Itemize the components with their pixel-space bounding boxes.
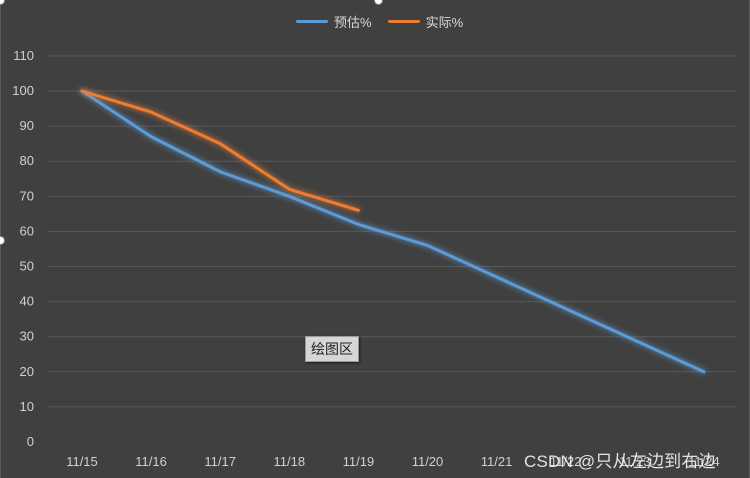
legend-item-estimate: 预估% (296, 12, 372, 31)
x-tick-label: 11/15 (66, 454, 98, 469)
y-tick-label: 100 (12, 83, 34, 98)
legend: 预估% 实际% (296, 12, 463, 31)
y-tick-label: 40 (20, 294, 34, 309)
x-tick-label: 11/17 (204, 454, 236, 469)
y-tick-label: 60 (20, 223, 34, 238)
y-tick-label: 10 (20, 399, 34, 414)
series-line-actual[interactable] (80, 89, 360, 212)
x-tick-label: 11/19 (343, 454, 375, 469)
resize-handle-middle-left[interactable] (0, 236, 5, 245)
y-tick-label: 110 (13, 48, 34, 63)
y-tick-label: 70 (20, 188, 34, 203)
series-line-estimate[interactable] (80, 89, 706, 374)
x-tick-label: 11/16 (135, 454, 167, 469)
x-tick-label: 11/22 (550, 454, 582, 469)
x-tick-label: 11/20 (412, 454, 444, 469)
legend-item-actual: 实际% (387, 12, 464, 31)
resize-handle-top-left[interactable] (0, 0, 5, 5)
y-tick-label: 20 (20, 364, 34, 379)
y-tick-label: 30 (20, 329, 34, 344)
y-tick-label: 80 (20, 153, 34, 168)
x-tick-label: 11/18 (274, 454, 306, 469)
legend-label-estimate: 预估% (334, 15, 372, 30)
legend-label-actual: 实际% (425, 15, 464, 30)
legend-swatch-actual (387, 20, 420, 23)
resize-handle-top-middle[interactable] (374, 0, 383, 5)
watermark: CSDN @只从左边到右边 (524, 452, 716, 471)
y-tick-label: 0 (27, 434, 34, 449)
x-tick-label: 11/21 (481, 454, 513, 469)
legend-swatch-estimate (296, 20, 328, 23)
y-tick-label: 50 (20, 259, 34, 274)
y-tick-label: 90 (20, 118, 34, 133)
x-tick-label: 11/23 (619, 454, 651, 469)
plot-area-tooltip: 绘图区 (305, 336, 359, 362)
x-tick-label: 11/24 (688, 454, 720, 469)
